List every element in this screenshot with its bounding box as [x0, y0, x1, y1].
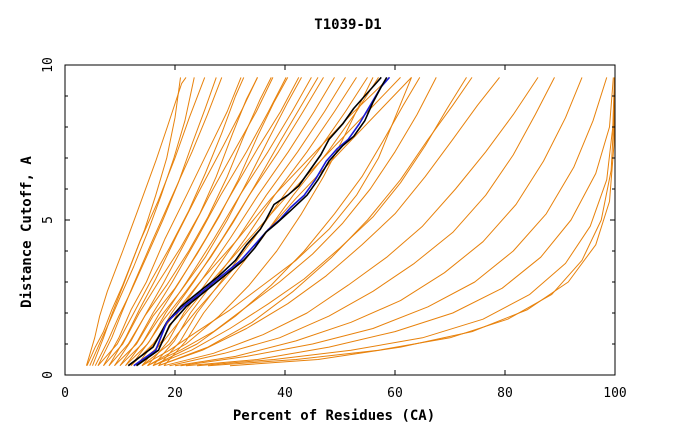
model-series-line-41 [94, 77, 217, 366]
model-series-line-4 [103, 77, 242, 366]
model-series-line-40 [89, 77, 195, 366]
model-series-line-19 [125, 77, 319, 367]
model-series-line-39 [158, 77, 473, 367]
y-tick-label: 0 [41, 371, 56, 379]
y-axis-label: Distance Cutoff, A [19, 156, 35, 308]
y-tick-label: 5 [41, 216, 56, 224]
model-series-line-30 [169, 77, 555, 367]
model-series-line-33 [185, 77, 614, 367]
x-tick-label: 0 [61, 386, 69, 401]
y-axis-ticks: 0 5 10 [41, 57, 615, 379]
model-series-line-24 [97, 77, 245, 367]
x-tick-label: 80 [497, 386, 513, 401]
x-tick-label: 20 [167, 386, 183, 401]
highlight-series-line-1 [127, 76, 382, 367]
x-tick-label: 100 [603, 386, 626, 401]
series-layer [85, 77, 616, 367]
chart-title: T1039-D1 [314, 17, 381, 33]
x-tick-label: 40 [277, 386, 293, 401]
model-series-line-17 [136, 77, 401, 367]
model-series-line-25 [141, 77, 412, 367]
model-series-line-21 [114, 77, 289, 367]
model-series-line-31 [174, 77, 583, 367]
x-axis-ticks: 0 20 40 60 80 100 [61, 65, 627, 401]
model-series-line-37 [147, 77, 374, 367]
model-series-line-3 [97, 77, 223, 366]
model-series-line-32 [180, 77, 608, 367]
model-series-line-20 [119, 77, 302, 367]
x-tick-label: 60 [387, 386, 403, 401]
model-series-line-29 [163, 77, 539, 367]
model-series-line-28 [158, 77, 500, 367]
model-series-line-5 [108, 77, 258, 366]
model-series-line-26 [147, 77, 437, 367]
y-tick-label: 10 [41, 57, 56, 73]
model-series-line-23 [103, 77, 258, 367]
highlight-series-line-2 [133, 76, 391, 367]
model-series-line-7 [119, 77, 287, 366]
model-series-line-22 [108, 77, 272, 367]
highlight-series-line-3 [136, 76, 388, 367]
model-series-line-14 [158, 77, 368, 367]
model-series-line-34 [196, 77, 615, 367]
x-axis-label: Percent of Residues (CA) [233, 408, 435, 424]
model-series-line-38 [152, 77, 421, 367]
model-series-line-1 [85, 77, 187, 366]
model-series-line-9 [130, 77, 312, 367]
highlight-series-layer [127, 76, 391, 367]
model-series-line-42 [86, 77, 181, 366]
model-series-line-36 [229, 77, 616, 367]
model-series-line-35 [207, 77, 616, 367]
